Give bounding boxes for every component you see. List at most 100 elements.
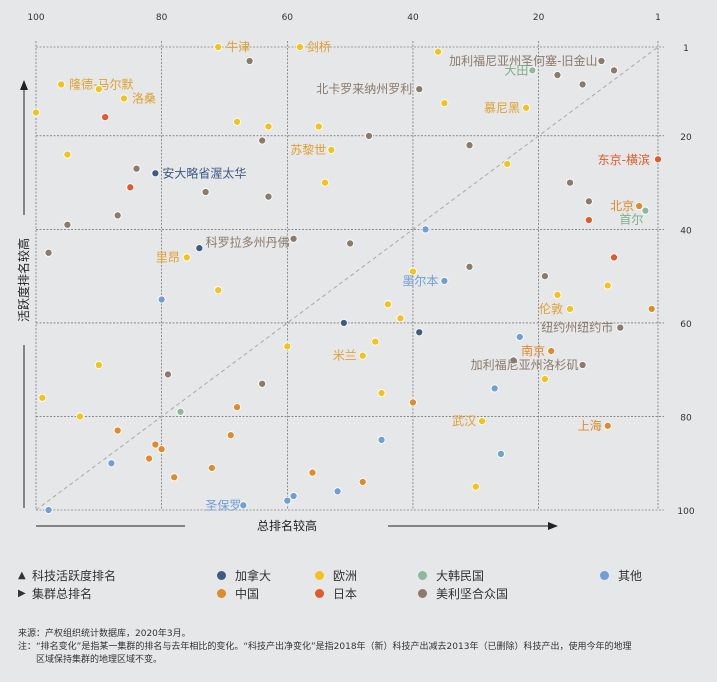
y-axis-title: 活跃度排名较高 [16,238,31,322]
x-axis-arrowhead [548,522,558,530]
data-point-europe [408,267,418,276]
data-point-china [635,201,644,211]
data-point-usa [346,239,355,248]
data-point-usa [565,178,575,187]
data-point-other [289,491,298,501]
data-point-europe [75,412,85,421]
point-label: 纽约州纽约市 [541,320,613,335]
data-point-europe [434,47,443,56]
data-point-usa [465,262,474,271]
data-point-japan [609,253,619,262]
source-note: 来源：产权组织统计数据库，2020年3月。 [18,629,191,639]
data-point-europe [283,342,292,351]
data-point-china [547,346,556,356]
data-point-usa [584,197,593,206]
data-point-europe [396,314,405,323]
x-tick-label: 20 [533,13,545,23]
data-point-usa [63,220,72,229]
china-dot-icon [217,589,226,598]
data-point-usa [258,379,267,388]
point-label: 伦敦 [539,301,563,316]
legend-canada: 加拿大 [217,567,271,584]
data-point-other [490,384,499,393]
data-point-europe [471,482,480,491]
data-point-other [421,225,430,234]
data-point-europe [233,117,242,126]
point-label: 武汉 [452,414,476,428]
footer-notes: 来源：产权组织统计数据库，2020年3月。 注：“排名变化”是指某一集群的排名与… [18,628,708,667]
point-label: 米兰 [333,349,357,363]
x-tick-label: 60 [282,13,294,23]
data-point-usa [609,66,619,75]
point-label: 剑桥 [307,39,331,54]
korea-dot-icon [418,571,427,580]
data-point-japan [653,155,663,164]
point-label: 隆德-马尔默 [69,76,133,91]
data-point-korea [176,407,185,416]
data-point-other [239,501,248,510]
data-point-usa [132,164,141,173]
data-point-canada [339,318,348,327]
data-point-canada [151,169,160,178]
scatter-chart: 100 80 60 40 20 1 1 20 40 60 80 100 总排名较高 活跃度排名较高 牛津 剑桥… [16,13,695,533]
legend-cluster-rank: ▶ 集群总排名 [18,585,92,602]
legend-usa: 美利坚合众国 [418,585,508,602]
data-point-china [233,403,242,412]
data-point-usa [616,323,625,332]
legend-other: 其他 [600,567,642,584]
data-point-china [145,454,154,463]
data-point-china [151,440,160,449]
data-point-usa [509,356,518,365]
point-label: 安大略省渥太华 [162,165,246,180]
point-label: 北京 [610,199,634,213]
data-point-china [207,463,216,472]
data-point-europe [371,337,380,346]
triangle-right-icon: ▶ [18,588,26,599]
data-point-usa [578,80,587,89]
data-point-europe [119,94,129,103]
data-point-usa [289,234,298,243]
point-label: 东京-横滨 [598,152,650,167]
canada-dot-icon [217,571,226,580]
data-point-europe [264,122,273,131]
data-point-china [226,431,235,440]
legend-korea: 大韩民国 [418,567,484,584]
europe-dot-icon [315,571,324,580]
data-point-usa [264,192,273,201]
point-label: 苏黎世 [290,143,326,157]
data-point-china [358,477,367,486]
data-point-usa [201,187,210,197]
legend-label: 欧洲 [333,569,358,583]
legend-label: 科技活跃度排名 [32,569,117,583]
legend-japan: 日本 [315,585,357,602]
data-point-europe [553,290,562,299]
data-point-usa [578,360,587,370]
data-point-europe [38,393,47,402]
legend-label: 其他 [618,569,643,583]
legend-label: 美利坚合众国 [436,587,509,601]
x-axis-title: 总排名较高 [257,518,317,533]
data-point-usa [113,211,122,220]
data-point-china [408,398,418,407]
japan-dot-icon [315,589,324,598]
diagonal-line [35,46,659,511]
data-point-other [44,505,53,515]
point-label: 北卡罗来纳州罗利 [316,82,412,96]
point-label: 墨尔本 [402,273,438,288]
point-label: 慕尼黑 [484,101,520,115]
data-point-europe [383,300,392,309]
legend-europe: 欧洲 [315,567,357,584]
data-point-usa [597,56,606,66]
point-label: 里昂 [156,250,180,264]
y-tick-label: 40 [680,226,692,236]
data-point-europe [320,178,330,187]
data-point-europe [377,389,386,398]
data-point-china [113,426,122,435]
other-dot-icon [600,571,609,580]
data-point-europe [440,99,449,108]
y-tick-label: 60 [680,320,692,330]
y-tick-label: 1 [683,44,689,54]
data-point-europe [358,351,367,360]
point-label: 洛桑 [132,90,156,105]
data-point-japan [101,113,110,122]
